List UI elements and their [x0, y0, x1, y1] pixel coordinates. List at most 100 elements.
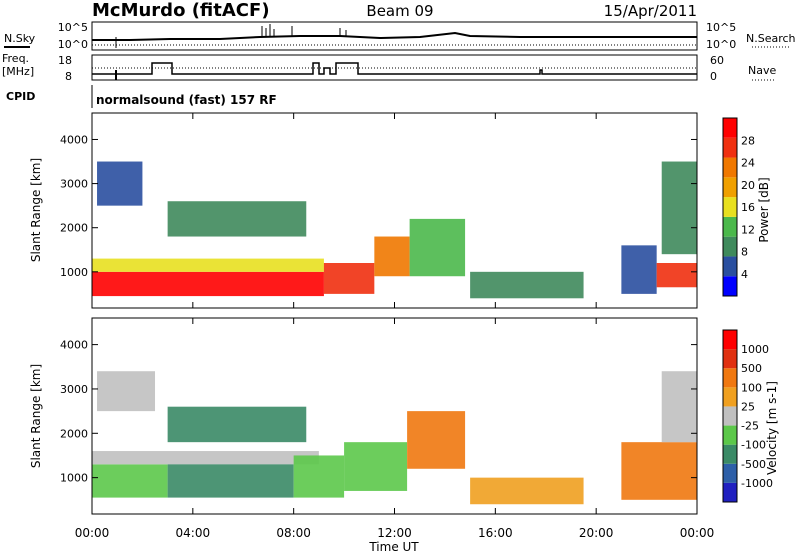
velocity-echo-region — [661, 371, 697, 443]
velocity-ytick-label: 2000 — [60, 427, 88, 440]
power-echo-region — [92, 271, 324, 297]
power-colorbar-tick: 16 — [741, 201, 755, 214]
frequency-panel: Freq. [MHz] 18 8 60 0 Nave — [2, 52, 776, 83]
power-ytick-label: 3000 — [60, 178, 88, 191]
velocity-colorbar-tick: 500 — [741, 362, 762, 375]
velocity-echo-region — [407, 411, 466, 469]
power-echo-region — [656, 263, 697, 288]
power-colorbar-segment — [723, 216, 737, 237]
power-echo-region — [621, 245, 657, 294]
velocity-colorbar-tick: -100 — [741, 439, 766, 452]
velocity-colorbar-segment — [723, 330, 737, 350]
noise-tick-left-low: 10^0 — [58, 38, 88, 51]
velocity-colorbar-segment — [723, 425, 737, 445]
velocity-colorbar-label: Velocity [m s-1] — [765, 381, 779, 475]
velocity-echo-region — [470, 477, 584, 505]
nsky-trace — [92, 31, 697, 41]
power-echo-region — [97, 161, 143, 206]
nave-tick-high: 60 — [710, 54, 724, 67]
freq-tick-high: 18 — [58, 54, 72, 67]
power-colorbar-segment — [723, 197, 737, 217]
power-ytick-label: 4000 — [60, 133, 88, 146]
noise-tick-left-high: 10^5 — [58, 21, 88, 34]
velocity-colorbar-segment — [723, 482, 737, 502]
velocity-echo-region — [92, 464, 168, 498]
power-echo-region — [661, 161, 697, 255]
xtick-label: 16:00 — [478, 526, 513, 540]
power-colorbar-segment — [723, 118, 737, 138]
velocity-echo-region — [293, 455, 345, 498]
cpid-label: CPID — [6, 90, 35, 103]
noise-panel: N.Sky 10^5 10^0 10^5 10^0 N.Search — [4, 21, 796, 51]
velocity-colorbar-tick: -25 — [741, 420, 759, 433]
power-ytick-label: 1000 — [60, 266, 88, 279]
power-colorbar-segment — [723, 177, 737, 198]
power-colorbar-tick: 20 — [741, 179, 755, 192]
power-ylabel: Slant Range [km] — [29, 158, 43, 262]
power-colorbar-tick: 28 — [741, 134, 755, 147]
noise-tick-right-high: 10^5 — [706, 21, 736, 34]
power-colorbar-tick: 12 — [741, 223, 755, 236]
velocity-colorbar-segment — [723, 406, 737, 426]
power-colorbar-segment — [723, 236, 737, 257]
power-colorbar-tick: 8 — [741, 246, 748, 259]
velocity-colorbar-tick: -500 — [741, 458, 766, 471]
velocity-colorbar-segment — [723, 349, 737, 369]
velocity-echo-region — [621, 442, 697, 500]
velocity-colorbar-tick: 1000 — [741, 343, 769, 356]
nave-label: Nave — [748, 64, 776, 77]
power-echo-region — [470, 271, 584, 299]
velocity-ylabel: Slant Range [km] — [29, 364, 43, 468]
freq-label-1: Freq. — [2, 52, 29, 65]
power-echo-region — [374, 236, 410, 277]
velocity-ytick-label: 3000 — [60, 383, 88, 396]
power-echo-region — [409, 218, 466, 277]
velocity-ytick-label: 4000 — [60, 339, 88, 352]
xtick-label: 08:00 — [276, 526, 311, 540]
velocity-echo-region — [167, 464, 294, 498]
velocity-echo-region — [167, 406, 307, 443]
freq-label-2: [MHz] — [2, 65, 34, 78]
velocity-colorbar-tick: -1000 — [741, 477, 773, 490]
nsky-spikes — [115, 24, 347, 48]
power-colorbar-tick: 24 — [741, 157, 755, 170]
power-colorbar-segment — [723, 137, 737, 158]
velocity-ytick-label: 1000 — [60, 472, 88, 485]
station-title: McMurdo (fitACF) — [92, 0, 270, 21]
power-colorbar-tick: 4 — [741, 268, 748, 281]
velocity-colorbar-segment — [723, 444, 737, 464]
velocity-colorbar-segment — [723, 368, 737, 388]
xtick-label: 00:00 — [680, 526, 715, 540]
power-echo-region — [92, 258, 324, 272]
date-title: 15/Apr/2011 — [604, 2, 697, 20]
power-colorbar-segment — [723, 276, 737, 296]
velocity-echo-region — [92, 451, 319, 465]
velocity-echo-region — [344, 442, 408, 491]
xtick-label: 04:00 — [176, 526, 211, 540]
nsearch-label: N.Search — [746, 32, 796, 45]
power-ytick-label: 2000 — [60, 222, 88, 235]
power-echo-region — [167, 201, 307, 237]
power-colorbar-segment — [723, 256, 737, 277]
velocity-colorbar-tick: 25 — [741, 400, 755, 413]
x-axis-title: Time UT — [368, 540, 419, 554]
power-colorbar-segment — [723, 157, 737, 178]
velocity-colorbar-segment — [723, 387, 737, 407]
noise-tick-right-low: 10^0 — [706, 38, 736, 51]
velocity-colorbar-segment — [723, 463, 737, 483]
velocity-colorbar-tick: 100 — [741, 381, 762, 394]
nsky-label: N.Sky — [4, 32, 36, 45]
power-panel: 1000 2000 3000 4000 Slant Range [km] 28 24 20… — [29, 112, 771, 309]
cpid-text: normalsound (fast) 157 RF — [96, 93, 277, 107]
xtick-label: 00:00 — [75, 526, 110, 540]
nave-tick-low: 0 — [710, 70, 717, 83]
xtick-label: 20:00 — [579, 526, 614, 540]
velocity-echo-region — [97, 371, 156, 412]
xtick-label: 12:00 — [377, 526, 412, 540]
power-colorbar-label: Power [dB] — [757, 177, 771, 242]
velocity-panel: 1000 2000 3000 4000 Slant Range [km] 1000 50… — [29, 317, 779, 515]
power-echo-region — [323, 263, 375, 294]
freq-tick-low: 8 — [65, 70, 72, 83]
beam-title: Beam 09 — [366, 2, 433, 20]
